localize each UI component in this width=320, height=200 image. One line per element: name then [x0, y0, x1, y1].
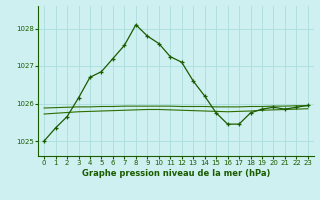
X-axis label: Graphe pression niveau de la mer (hPa): Graphe pression niveau de la mer (hPa)	[82, 169, 270, 178]
